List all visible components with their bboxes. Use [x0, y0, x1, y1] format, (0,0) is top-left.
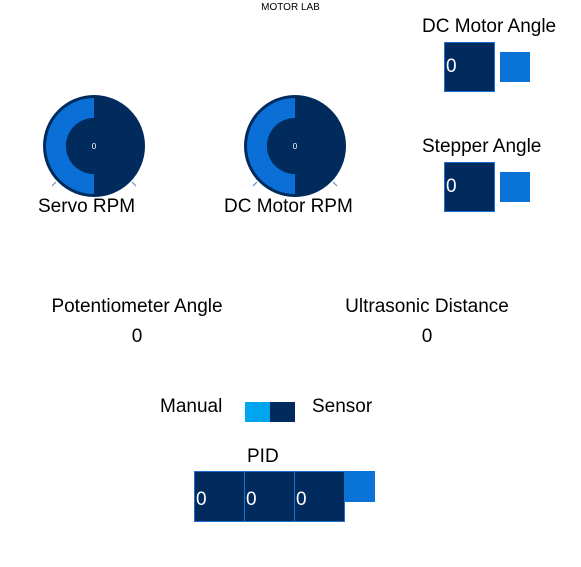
manual-mode-label: Manual: [160, 396, 223, 417]
dc-motor-rpm-dial[interactable]: 0: [243, 94, 353, 197]
mode-toggle[interactable]: [245, 402, 295, 422]
servo-rpm-dial[interactable]: 0: [42, 94, 152, 197]
pid-label: PID: [247, 446, 279, 467]
app-title: MOTOR LAB: [261, 2, 320, 13]
ultrasonic-distance-label: Ultrasonic Distance: [345, 296, 509, 317]
dc-motor-rpm-label: DC Motor RPM: [224, 196, 353, 217]
stepper-angle-set-button[interactable]: [500, 172, 530, 202]
mode-toggle-right: [270, 402, 295, 422]
dc-dial-graphic: 0: [244, 95, 346, 197]
stepper-angle-input[interactable]: 0: [444, 162, 495, 212]
servo-dial-graphic: 0: [43, 95, 145, 197]
dc-dial-arc: [247, 98, 295, 194]
dc-dial-value: 0: [293, 142, 298, 151]
dc-motor-angle-input[interactable]: 0: [444, 42, 495, 92]
dc-motor-angle-label: DC Motor Angle: [422, 16, 557, 37]
pid-set-button[interactable]: [345, 471, 375, 502]
servo-dial-value: 0: [92, 142, 97, 151]
servo-dial-arc: [46, 98, 94, 194]
potentiometer-angle-label: Potentiometer Angle: [51, 296, 223, 317]
mode-toggle-left: [245, 402, 270, 422]
stepper-angle-label: Stepper Angle: [422, 136, 542, 157]
sensor-mode-label: Sensor: [312, 396, 373, 417]
pid-d-input[interactable]: 0: [294, 471, 345, 522]
ultrasonic-distance-value: 0: [421, 326, 433, 347]
servo-rpm-label: Servo RPM: [38, 196, 136, 217]
pid-i-input[interactable]: 0: [244, 471, 295, 522]
potentiometer-angle-value: 0: [131, 326, 143, 347]
pid-p-input[interactable]: 0: [194, 471, 245, 522]
dc-motor-angle-set-button[interactable]: [500, 52, 530, 82]
